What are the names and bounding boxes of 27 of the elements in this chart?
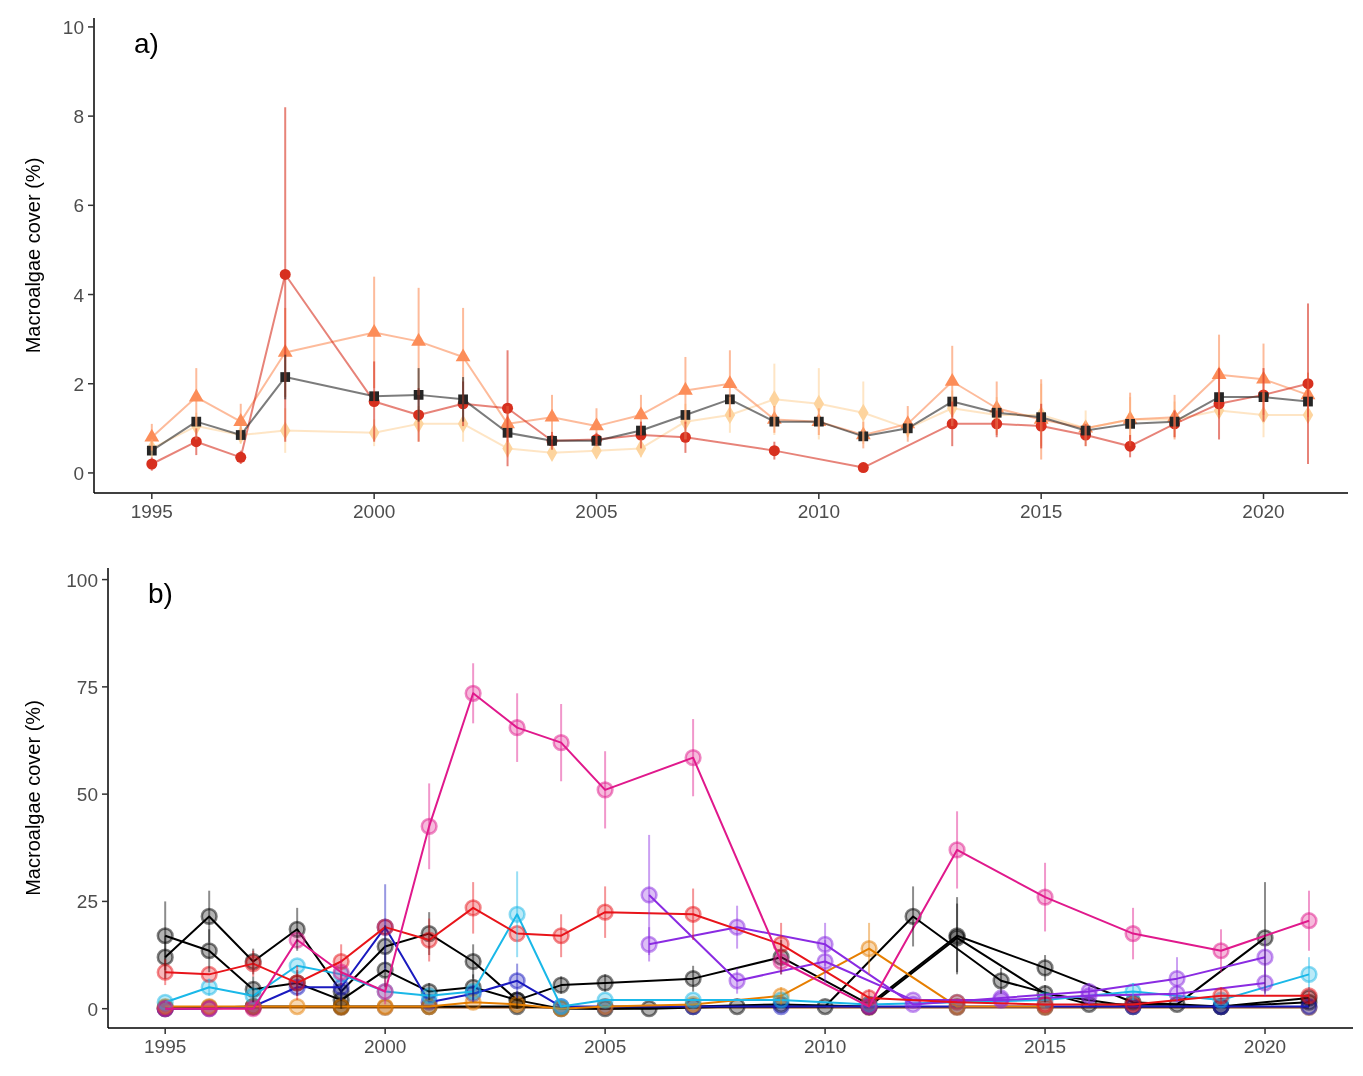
x-tick-label: 2005 xyxy=(575,501,618,522)
y-axis-title: Macroalgae cover (%) xyxy=(22,157,44,354)
x-tick-label: 2010 xyxy=(797,501,840,522)
chart-title: b) xyxy=(148,578,173,609)
x-tick-label: 2015 xyxy=(1020,501,1063,522)
x-tick-label: 2020 xyxy=(1242,501,1285,522)
y-tick-label: 10 xyxy=(62,16,84,38)
x-tick-label: 1995 xyxy=(144,1036,187,1057)
y-tick-label: 0 xyxy=(73,462,84,484)
y-tick-label: 25 xyxy=(76,891,98,913)
y-tick-label: 8 xyxy=(73,106,84,128)
y-tick-label: 6 xyxy=(73,195,84,217)
y-tick-label: 0 xyxy=(87,998,98,1020)
y-axis-title: Macroalgae cover (%) xyxy=(22,700,44,896)
x-tick-label: 2000 xyxy=(364,1036,407,1057)
y-tick-label: 100 xyxy=(66,569,98,591)
x-tick-label: 2010 xyxy=(803,1036,847,1057)
x-tick-label: 2005 xyxy=(583,1036,627,1057)
chart-title: a) xyxy=(134,28,159,59)
x-tick-label: 2020 xyxy=(1243,1036,1287,1057)
x-tick-label: 1995 xyxy=(130,501,173,522)
x-tick-label: 2000 xyxy=(353,501,396,522)
y-tick-label: 2 xyxy=(73,373,84,395)
y-tick-label: 75 xyxy=(76,676,98,698)
x-tick-label: 2015 xyxy=(1023,1036,1067,1057)
y-tick-label: 4 xyxy=(73,284,85,306)
y-tick-label: 50 xyxy=(76,784,98,806)
